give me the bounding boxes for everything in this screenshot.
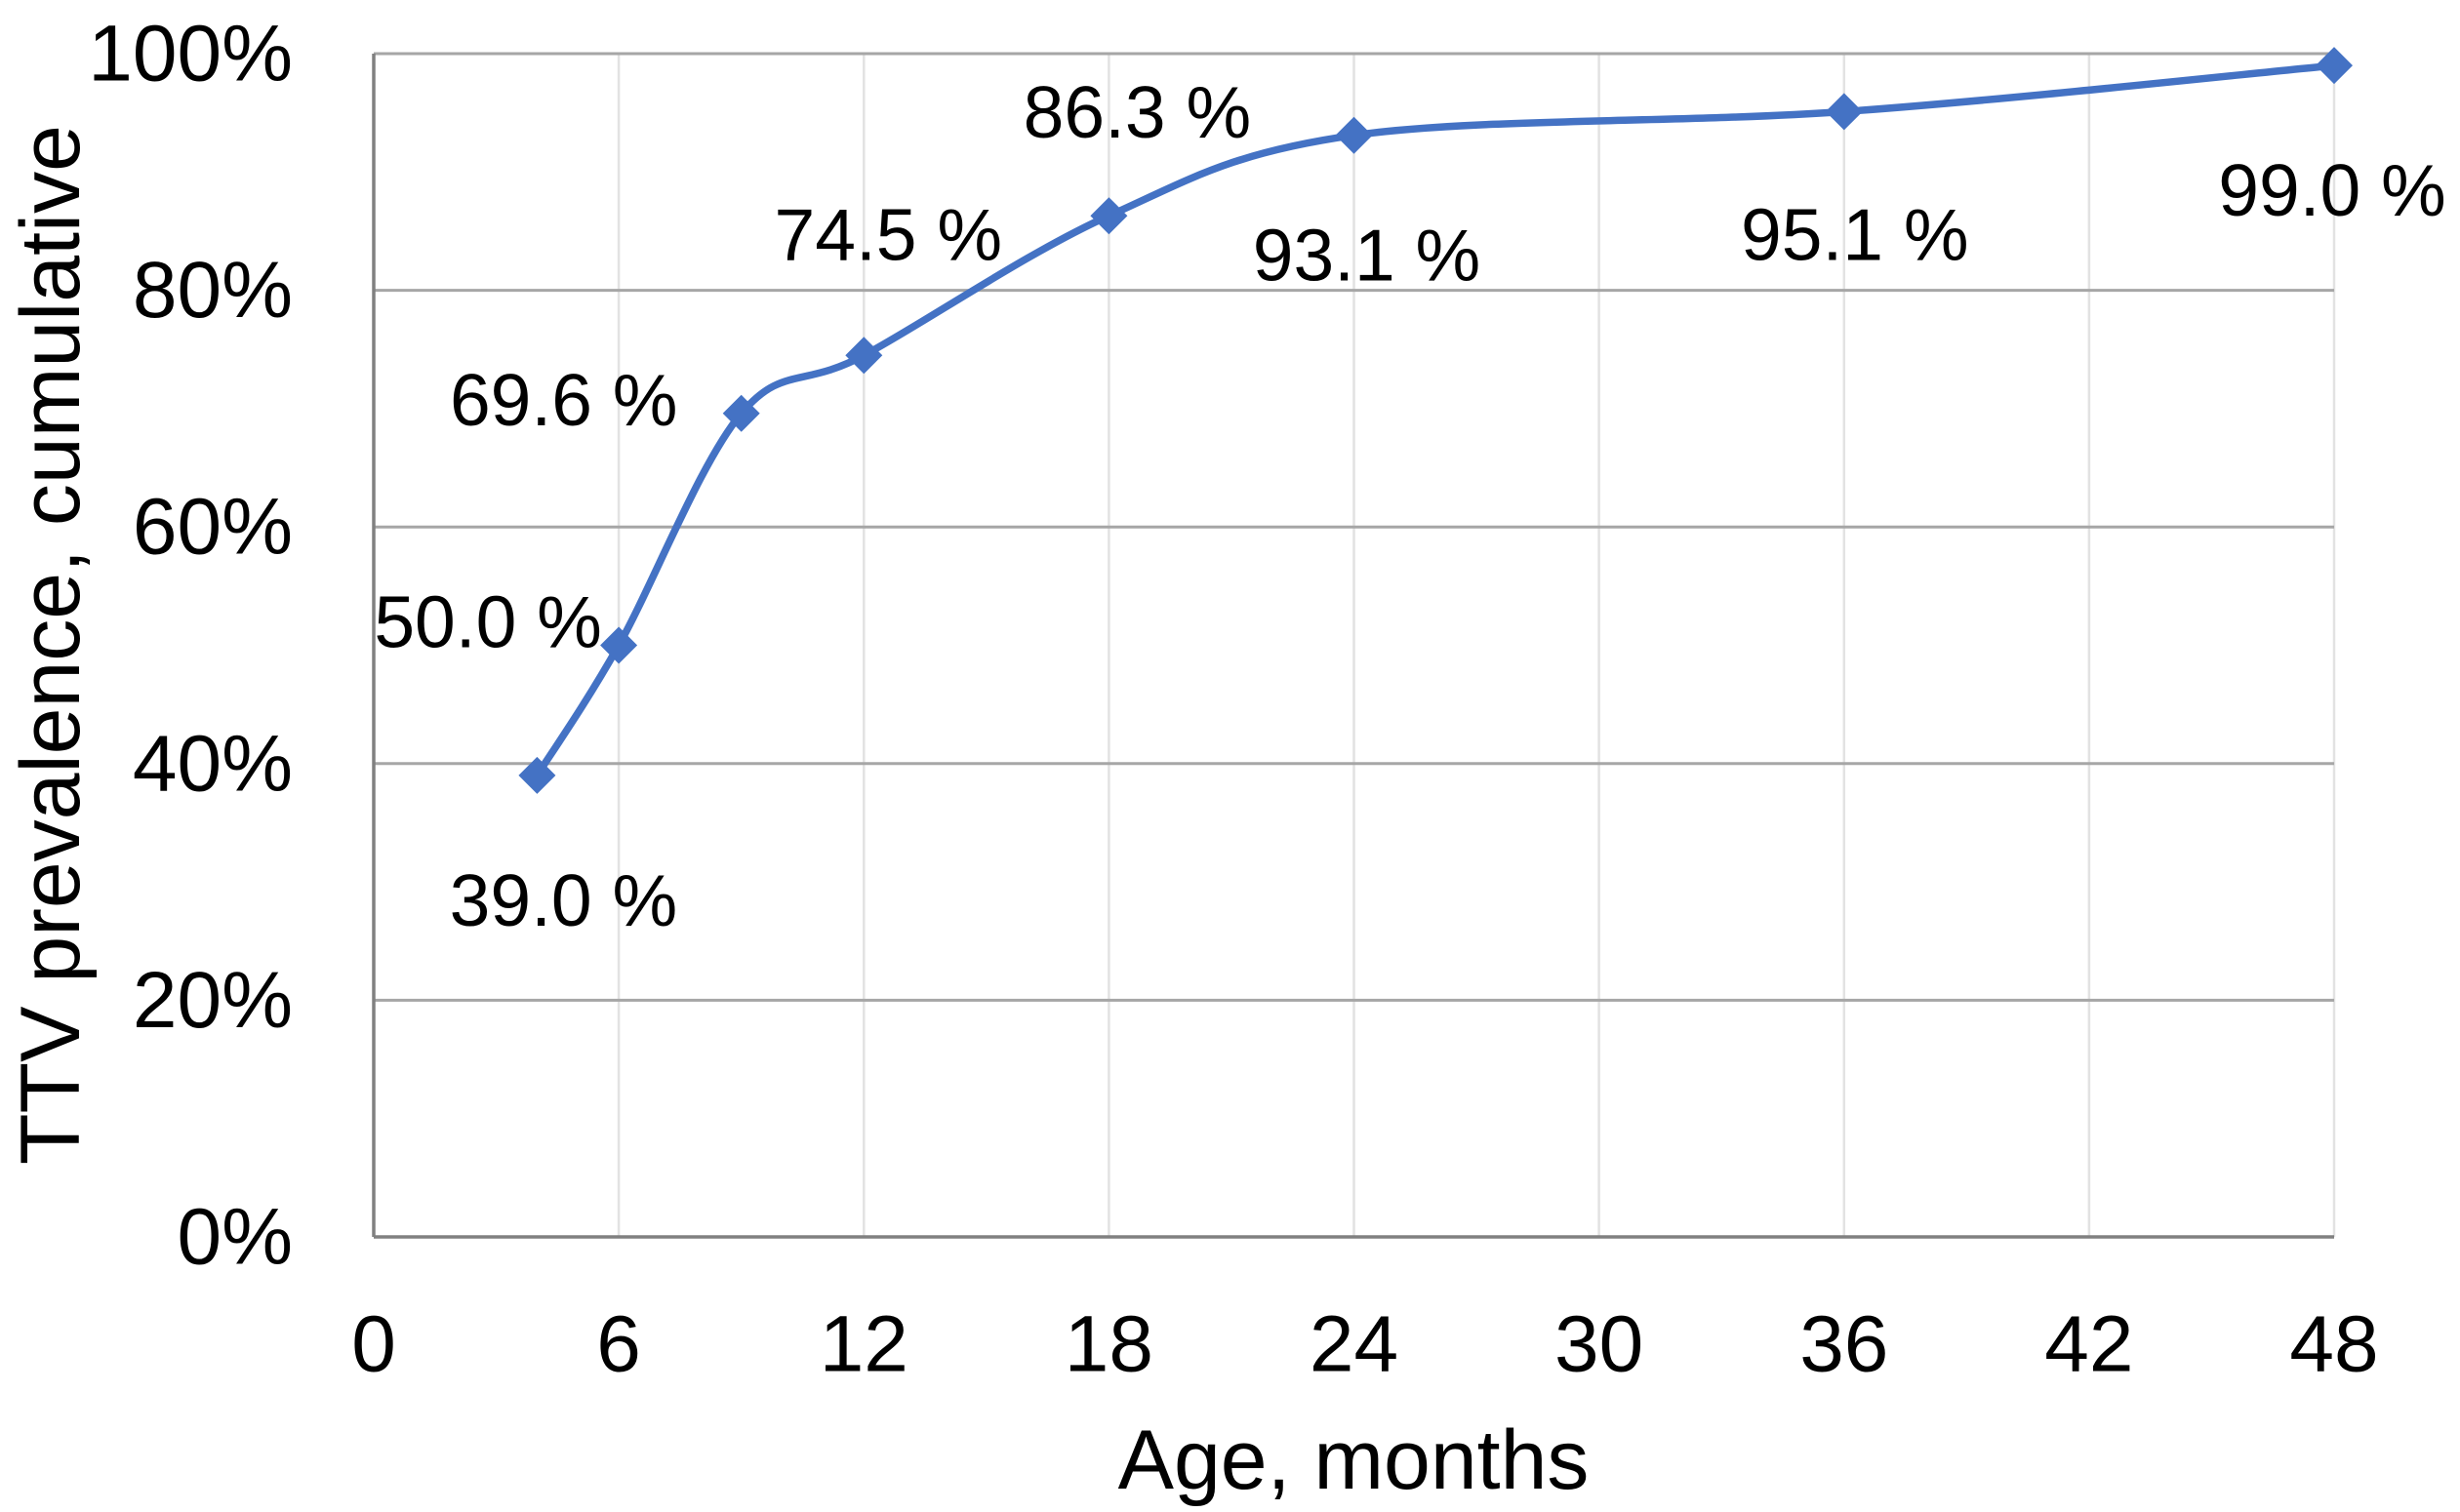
y-tick-labels: 0% 20% 40% 60% 80% 100% <box>88 10 293 1282</box>
x-tick-label: 0 <box>351 1300 396 1389</box>
x-tick-label: 42 <box>2044 1300 2133 1389</box>
data-point-marker <box>2316 47 2353 85</box>
data-point-marker <box>1825 93 1863 131</box>
data-point-label: 50.0 % <box>374 581 602 663</box>
y-tick-label: 0% <box>177 1193 293 1282</box>
x-tick-label: 30 <box>1554 1300 1643 1389</box>
data-point-labels: 39.0 % 50.0 % 69.6 % 74.5 % 86.3 %93.1 % 95.1… <box>374 71 2445 941</box>
data-point-markers <box>518 47 2353 794</box>
y-tick-label: 60% <box>133 483 293 572</box>
data-point-marker <box>600 626 638 664</box>
y-tick-label: 40% <box>133 719 293 808</box>
data-point-label: 95.1 % <box>1741 193 1969 275</box>
data-point-label: 39.0 % <box>450 859 678 941</box>
x-tick-label: 12 <box>820 1300 908 1389</box>
y-tick-label: 80% <box>133 246 293 335</box>
x-tick-labels: 0 6 12 18 24 30 36 42 48 <box>351 1300 2378 1389</box>
data-point-label: 93.1 % <box>1253 215 1481 297</box>
x-tick-label: 18 <box>1065 1300 1153 1389</box>
x-tick-label: 48 <box>2289 1300 2378 1389</box>
data-point-label: 69.6 % <box>450 359 678 441</box>
data-point-marker <box>518 756 556 794</box>
y-tick-label: 20% <box>133 956 293 1045</box>
data-point-marker <box>845 337 883 375</box>
data-point-marker <box>1090 197 1128 235</box>
x-tick-label: 36 <box>1799 1300 1888 1389</box>
x-tick-label: 24 <box>1310 1300 1398 1389</box>
x-tick-label: 6 <box>596 1300 641 1389</box>
series-line <box>533 61 2338 779</box>
series-path <box>533 61 2338 779</box>
vertical-gridlines <box>617 54 2336 1237</box>
x-axis-title: Age, months <box>1118 1413 1590 1507</box>
horizontal-gridlines <box>374 52 2334 1002</box>
axis-lines <box>372 54 2334 1239</box>
data-point-label: 86.3 % <box>1024 71 1252 153</box>
data-point-label: 99.0 % <box>2218 149 2446 231</box>
y-tick-label: 100% <box>88 10 293 99</box>
data-point-marker <box>722 394 760 432</box>
y-axis-title: TTV prevalence, cumulative <box>4 125 98 1165</box>
data-point-marker <box>1335 116 1373 154</box>
data-point-label: 74.5 % <box>775 193 1003 275</box>
